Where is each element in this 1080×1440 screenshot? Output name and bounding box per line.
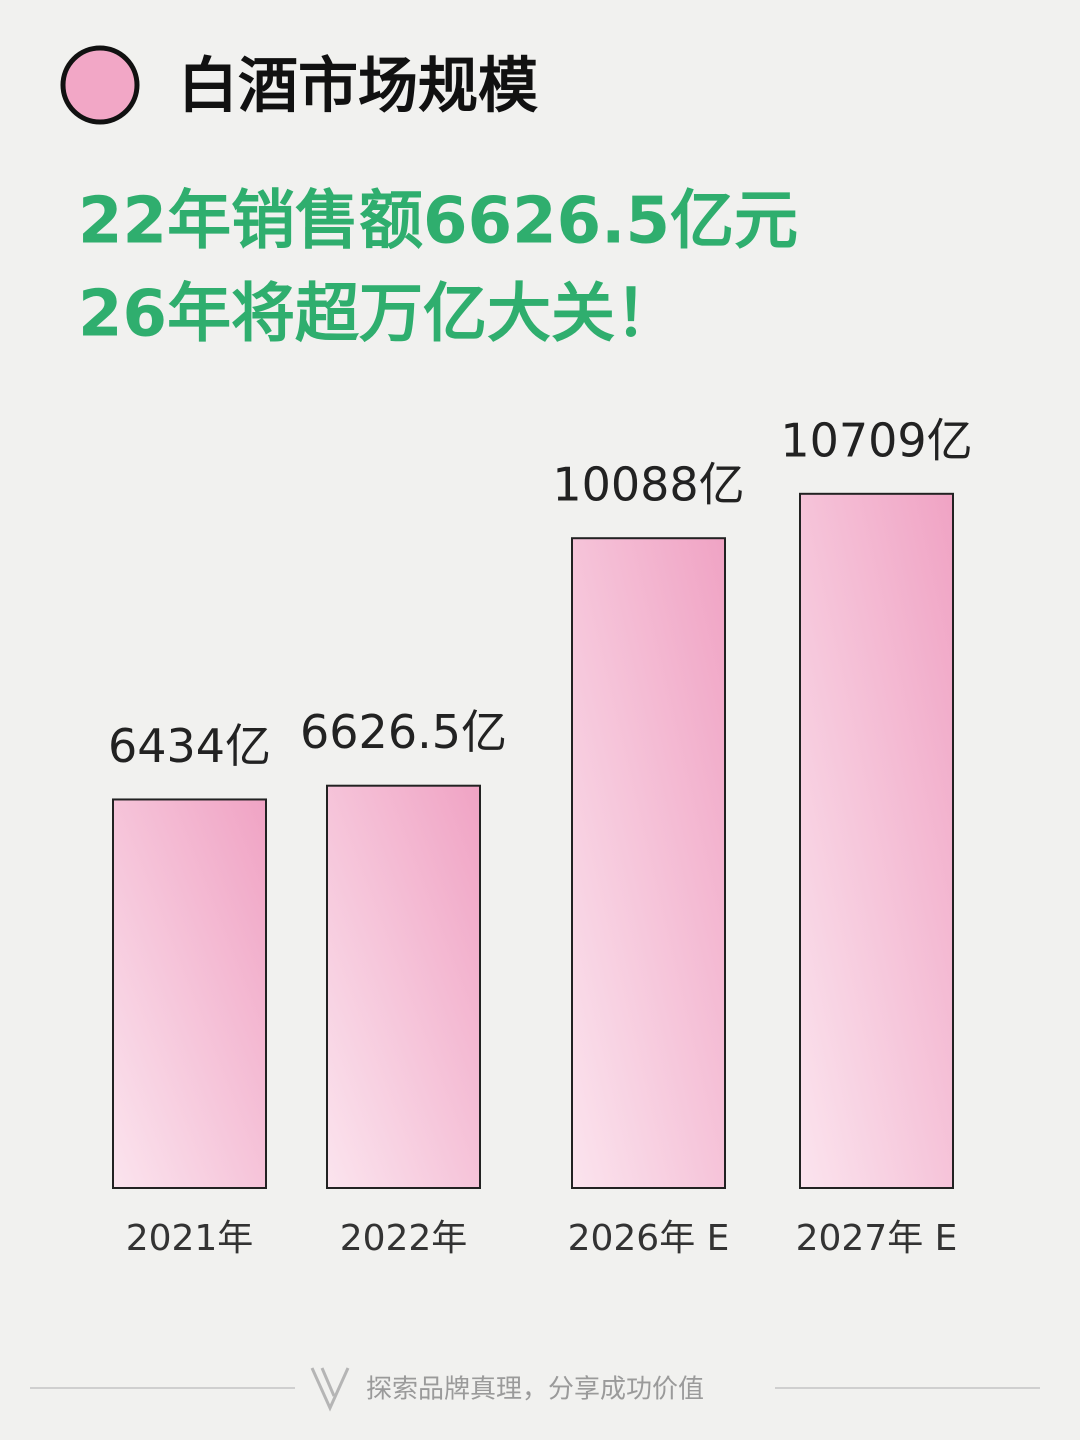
x-tick-label: 2027年 E	[796, 1218, 958, 1259]
value-label: 10088亿	[552, 458, 744, 512]
bar	[571, 537, 726, 1189]
plot: 6434亿 2021年 6626.5亿 2022年 10088亿 2026年 E 10709…	[108, 413, 973, 1259]
footer-text: 探索品牌真理，分享成功价值	[366, 1375, 704, 1405]
x-tick-label: 2022年	[340, 1218, 468, 1259]
title-dot	[60, 45, 140, 125]
x-tick-label: 2021年	[126, 1218, 254, 1259]
value-label: 6434亿	[108, 719, 271, 773]
value-label: 6626.5亿	[300, 705, 507, 759]
value-label: 10709亿	[780, 413, 972, 467]
x-tick-label: 2026年 E	[568, 1218, 730, 1259]
footer-logo	[310, 1367, 350, 1412]
bar	[112, 798, 267, 1189]
subtitle-line: 26年将超万亿大关！	[78, 278, 679, 352]
subtitle-line: 22年销售额6626.5亿元	[78, 185, 798, 259]
chart-title: 白酒市场规模	[178, 52, 538, 122]
bar	[799, 492, 954, 1189]
bar	[326, 784, 481, 1189]
